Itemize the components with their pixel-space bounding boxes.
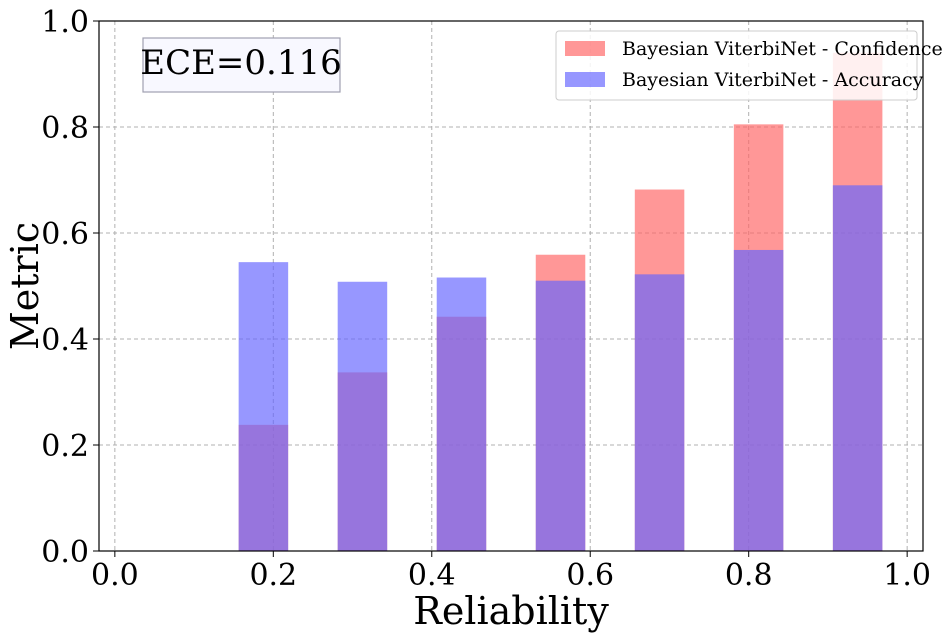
y-tick-label: 0.6 [41, 217, 89, 252]
accuracy-bar [337, 281, 388, 551]
legend-frame [555, 30, 918, 101]
x-tick-label: 0.0 [91, 558, 139, 593]
legend: Bayesian ViterbiNet - Confidence Bayesia… [555, 30, 943, 101]
ece-box-frame [142, 37, 341, 93]
accuracy-bar [634, 274, 685, 551]
x-tick-label: 1.0 [883, 558, 931, 593]
x-tick-label: 0.8 [725, 558, 773, 593]
x-axis-label: Reliability [413, 589, 609, 633]
y-axis-label: Metric [3, 222, 47, 350]
accuracy-bar [436, 277, 487, 551]
x-tick-label: 0.4 [408, 558, 456, 593]
accuracy-bar [535, 280, 586, 551]
x-tick-label: 0.6 [566, 558, 614, 593]
y-tick-label: 0.4 [41, 323, 89, 358]
accuracy-bar [832, 185, 883, 552]
y-tick-label: 1.0 [41, 5, 89, 40]
y-tick-label: 0.2 [41, 429, 89, 464]
axis-ticks: 0.0 0.2 0.4 0.6 0.8 1.0 0.0 0.2 0.4 0.6 0.8 1.0 [41, 5, 931, 593]
bars [238, 52, 883, 552]
legend-swatch-confidence [565, 41, 605, 56]
ece-text: ECE=0.116 [140, 43, 341, 83]
x-tick-label: 0.2 [249, 558, 297, 593]
legend-label-confidence: Bayesian ViterbiNet - Confidence [622, 38, 943, 60]
y-tick-label: 0.8 [41, 111, 89, 146]
plot-frame [98, 20, 924, 552]
y-tick-label: 0.0 [41, 535, 89, 570]
legend-label-accuracy: Bayesian ViterbiNet - Accuracy [622, 69, 924, 91]
ece-annotation: ECE=0.116 [140, 37, 342, 93]
accuracy-bar [238, 262, 289, 551]
legend-swatch-accuracy [565, 72, 605, 87]
accuracy-bar [733, 249, 784, 551]
